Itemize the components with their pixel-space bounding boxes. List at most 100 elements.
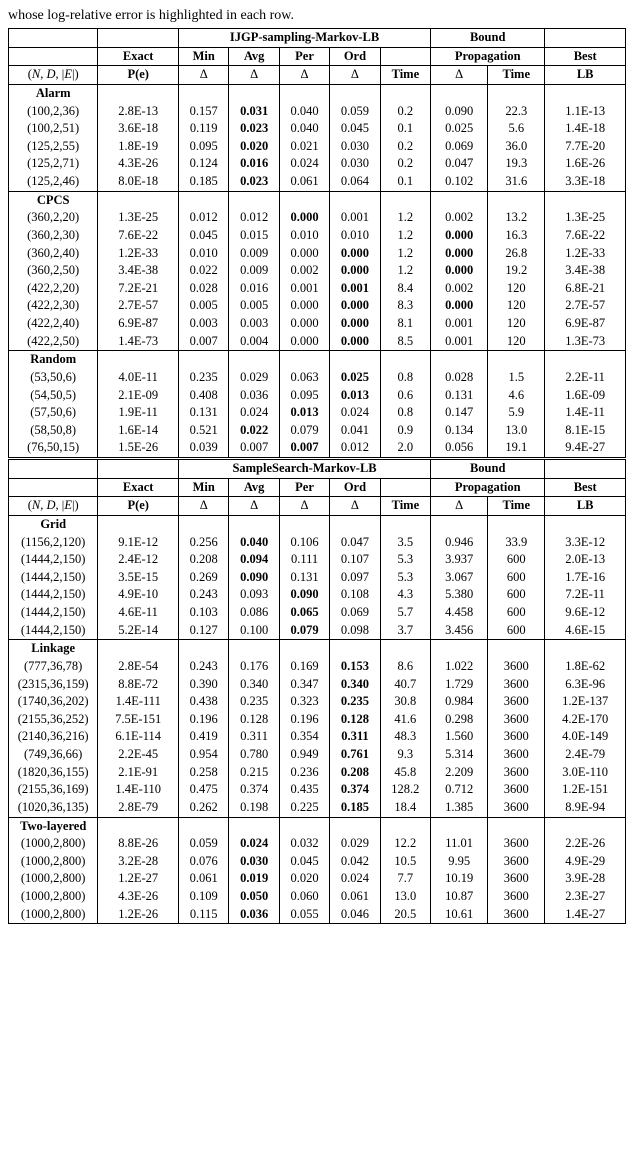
cell-bt: 1.5: [488, 369, 545, 387]
cell-t: 8.5: [380, 333, 430, 351]
section-name: Alarm: [9, 84, 98, 102]
cell-bp: 4.458: [431, 604, 488, 622]
cell-per: 0.065: [279, 604, 329, 622]
cell-per: 0.020: [279, 870, 329, 888]
cell-inst: (1444,2,150): [9, 569, 98, 587]
cell-min: 0.235: [179, 369, 229, 387]
cell-inst: (53,50,6): [9, 369, 98, 387]
col-lb: LB: [545, 66, 626, 85]
cell-bp: 0.134: [431, 422, 488, 440]
cell-bt: 13.0: [488, 422, 545, 440]
cell-inst: (1000,2,800): [9, 853, 98, 871]
cell-pe: 2.7E-57: [98, 297, 179, 315]
cell-ord: 0.045: [330, 120, 380, 138]
cell-bp: 5.380: [431, 586, 488, 604]
cell-ord: 0.098: [330, 622, 380, 640]
cell-ord: 0.061: [330, 888, 380, 906]
cell-per: 0.013: [279, 404, 329, 422]
cell-pe: 1.4E-73: [98, 333, 179, 351]
cell-bt: 600: [488, 604, 545, 622]
cell-ord: 0.097: [330, 569, 380, 587]
cell-t: 48.3: [380, 728, 430, 746]
cell-ord: 0.025: [330, 369, 380, 387]
cell-bp: 0.001: [431, 315, 488, 333]
cell-t: 20.5: [380, 906, 430, 924]
cell-per: 0.169: [279, 658, 329, 676]
cell-lb: 8.1E-15: [545, 422, 626, 440]
cell-lb: 1.1E-13: [545, 103, 626, 121]
cell-bt: 600: [488, 569, 545, 587]
cell-ord: 0.029: [330, 835, 380, 853]
cell-bp: 0.047: [431, 155, 488, 173]
cell-pe: 3.4E-38: [98, 262, 179, 280]
cell-bp: 0.131: [431, 387, 488, 405]
cell-inst: (360,2,50): [9, 262, 98, 280]
cell-lb: 4.2E-170: [545, 711, 626, 729]
cell-bt: 600: [488, 586, 545, 604]
cell-min: 0.124: [179, 155, 229, 173]
cell-pe: 4.9E-10: [98, 586, 179, 604]
cell-per: 0.236: [279, 764, 329, 782]
cell-t: 41.6: [380, 711, 430, 729]
cell-avg: 0.031: [229, 103, 279, 121]
cell-pe: 1.4E-110: [98, 781, 179, 799]
col-delta: Δ: [179, 66, 229, 85]
cell-min: 0.419: [179, 728, 229, 746]
cell-bt: 3600: [488, 799, 545, 817]
cell-bp: 10.61: [431, 906, 488, 924]
cell-ord: 0.024: [330, 870, 380, 888]
cell-min: 0.095: [179, 138, 229, 156]
cell-bt: 600: [488, 551, 545, 569]
cell-bt: 19.2: [488, 262, 545, 280]
cell-t: 1.2: [380, 245, 430, 263]
cell-inst: (58,50,8): [9, 422, 98, 440]
cell-t: 0.2: [380, 138, 430, 156]
cell-avg: 0.094: [229, 551, 279, 569]
cell-pe: 2.1E-09: [98, 387, 179, 405]
cell-avg: 0.030: [229, 853, 279, 871]
cell-per: 0.045: [279, 853, 329, 871]
cell-bt: 31.6: [488, 173, 545, 191]
cell-avg: 0.036: [229, 387, 279, 405]
cell-inst: (125,2,46): [9, 173, 98, 191]
cell-min: 0.010: [179, 245, 229, 263]
group-bound: Bound: [431, 459, 545, 479]
cell-ord: 0.041: [330, 422, 380, 440]
cell-inst: (1156,2,120): [9, 534, 98, 552]
cell-min: 0.115: [179, 906, 229, 924]
cell-lb: 2.4E-79: [545, 746, 626, 764]
cell-bp: 1.560: [431, 728, 488, 746]
cell-ord: 0.012: [330, 439, 380, 458]
cell-bt: 3600: [488, 853, 545, 871]
cell-bp: 0.025: [431, 120, 488, 138]
cell-t: 10.5: [380, 853, 430, 871]
col-delta: Δ: [229, 497, 279, 516]
cell-lb: 1.6E-26: [545, 155, 626, 173]
cell-lb: 1.3E-73: [545, 333, 626, 351]
col-delta: Δ: [431, 497, 488, 516]
cell-bp: 0.712: [431, 781, 488, 799]
cell-bt: 3600: [488, 906, 545, 924]
cell-pe: 1.9E-11: [98, 404, 179, 422]
cell-t: 5.7: [380, 604, 430, 622]
cell-inst: (2315,36,159): [9, 676, 98, 694]
cell-t: 30.8: [380, 693, 430, 711]
cell-bp: 0.090: [431, 103, 488, 121]
cell-per: 0.090: [279, 586, 329, 604]
caption-fragment: whose log-relative error is highlighted …: [8, 8, 626, 24]
cell-ord: 0.000: [330, 315, 380, 333]
cell-bt: 3600: [488, 835, 545, 853]
cell-ord: 0.761: [330, 746, 380, 764]
col-per: Per: [279, 478, 329, 497]
cell-bp: 2.209: [431, 764, 488, 782]
cell-avg: 0.016: [229, 280, 279, 298]
cell-pe: 4.3E-26: [98, 155, 179, 173]
cell-per: 0.010: [279, 227, 329, 245]
section-name: Random: [9, 351, 98, 369]
col-delta: Δ: [330, 497, 380, 516]
cell-min: 0.103: [179, 604, 229, 622]
cell-inst: (54,50,5): [9, 387, 98, 405]
cell-pe: 2.8E-54: [98, 658, 179, 676]
cell-per: 0.000: [279, 245, 329, 263]
cell-min: 0.196: [179, 711, 229, 729]
